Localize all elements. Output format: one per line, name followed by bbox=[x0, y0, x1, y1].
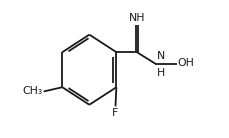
Text: H: H bbox=[157, 68, 165, 78]
Text: NH: NH bbox=[128, 13, 144, 23]
Text: CH₃: CH₃ bbox=[22, 87, 42, 96]
Text: N: N bbox=[157, 51, 165, 61]
Text: F: F bbox=[112, 108, 118, 118]
Text: OH: OH bbox=[177, 58, 194, 68]
